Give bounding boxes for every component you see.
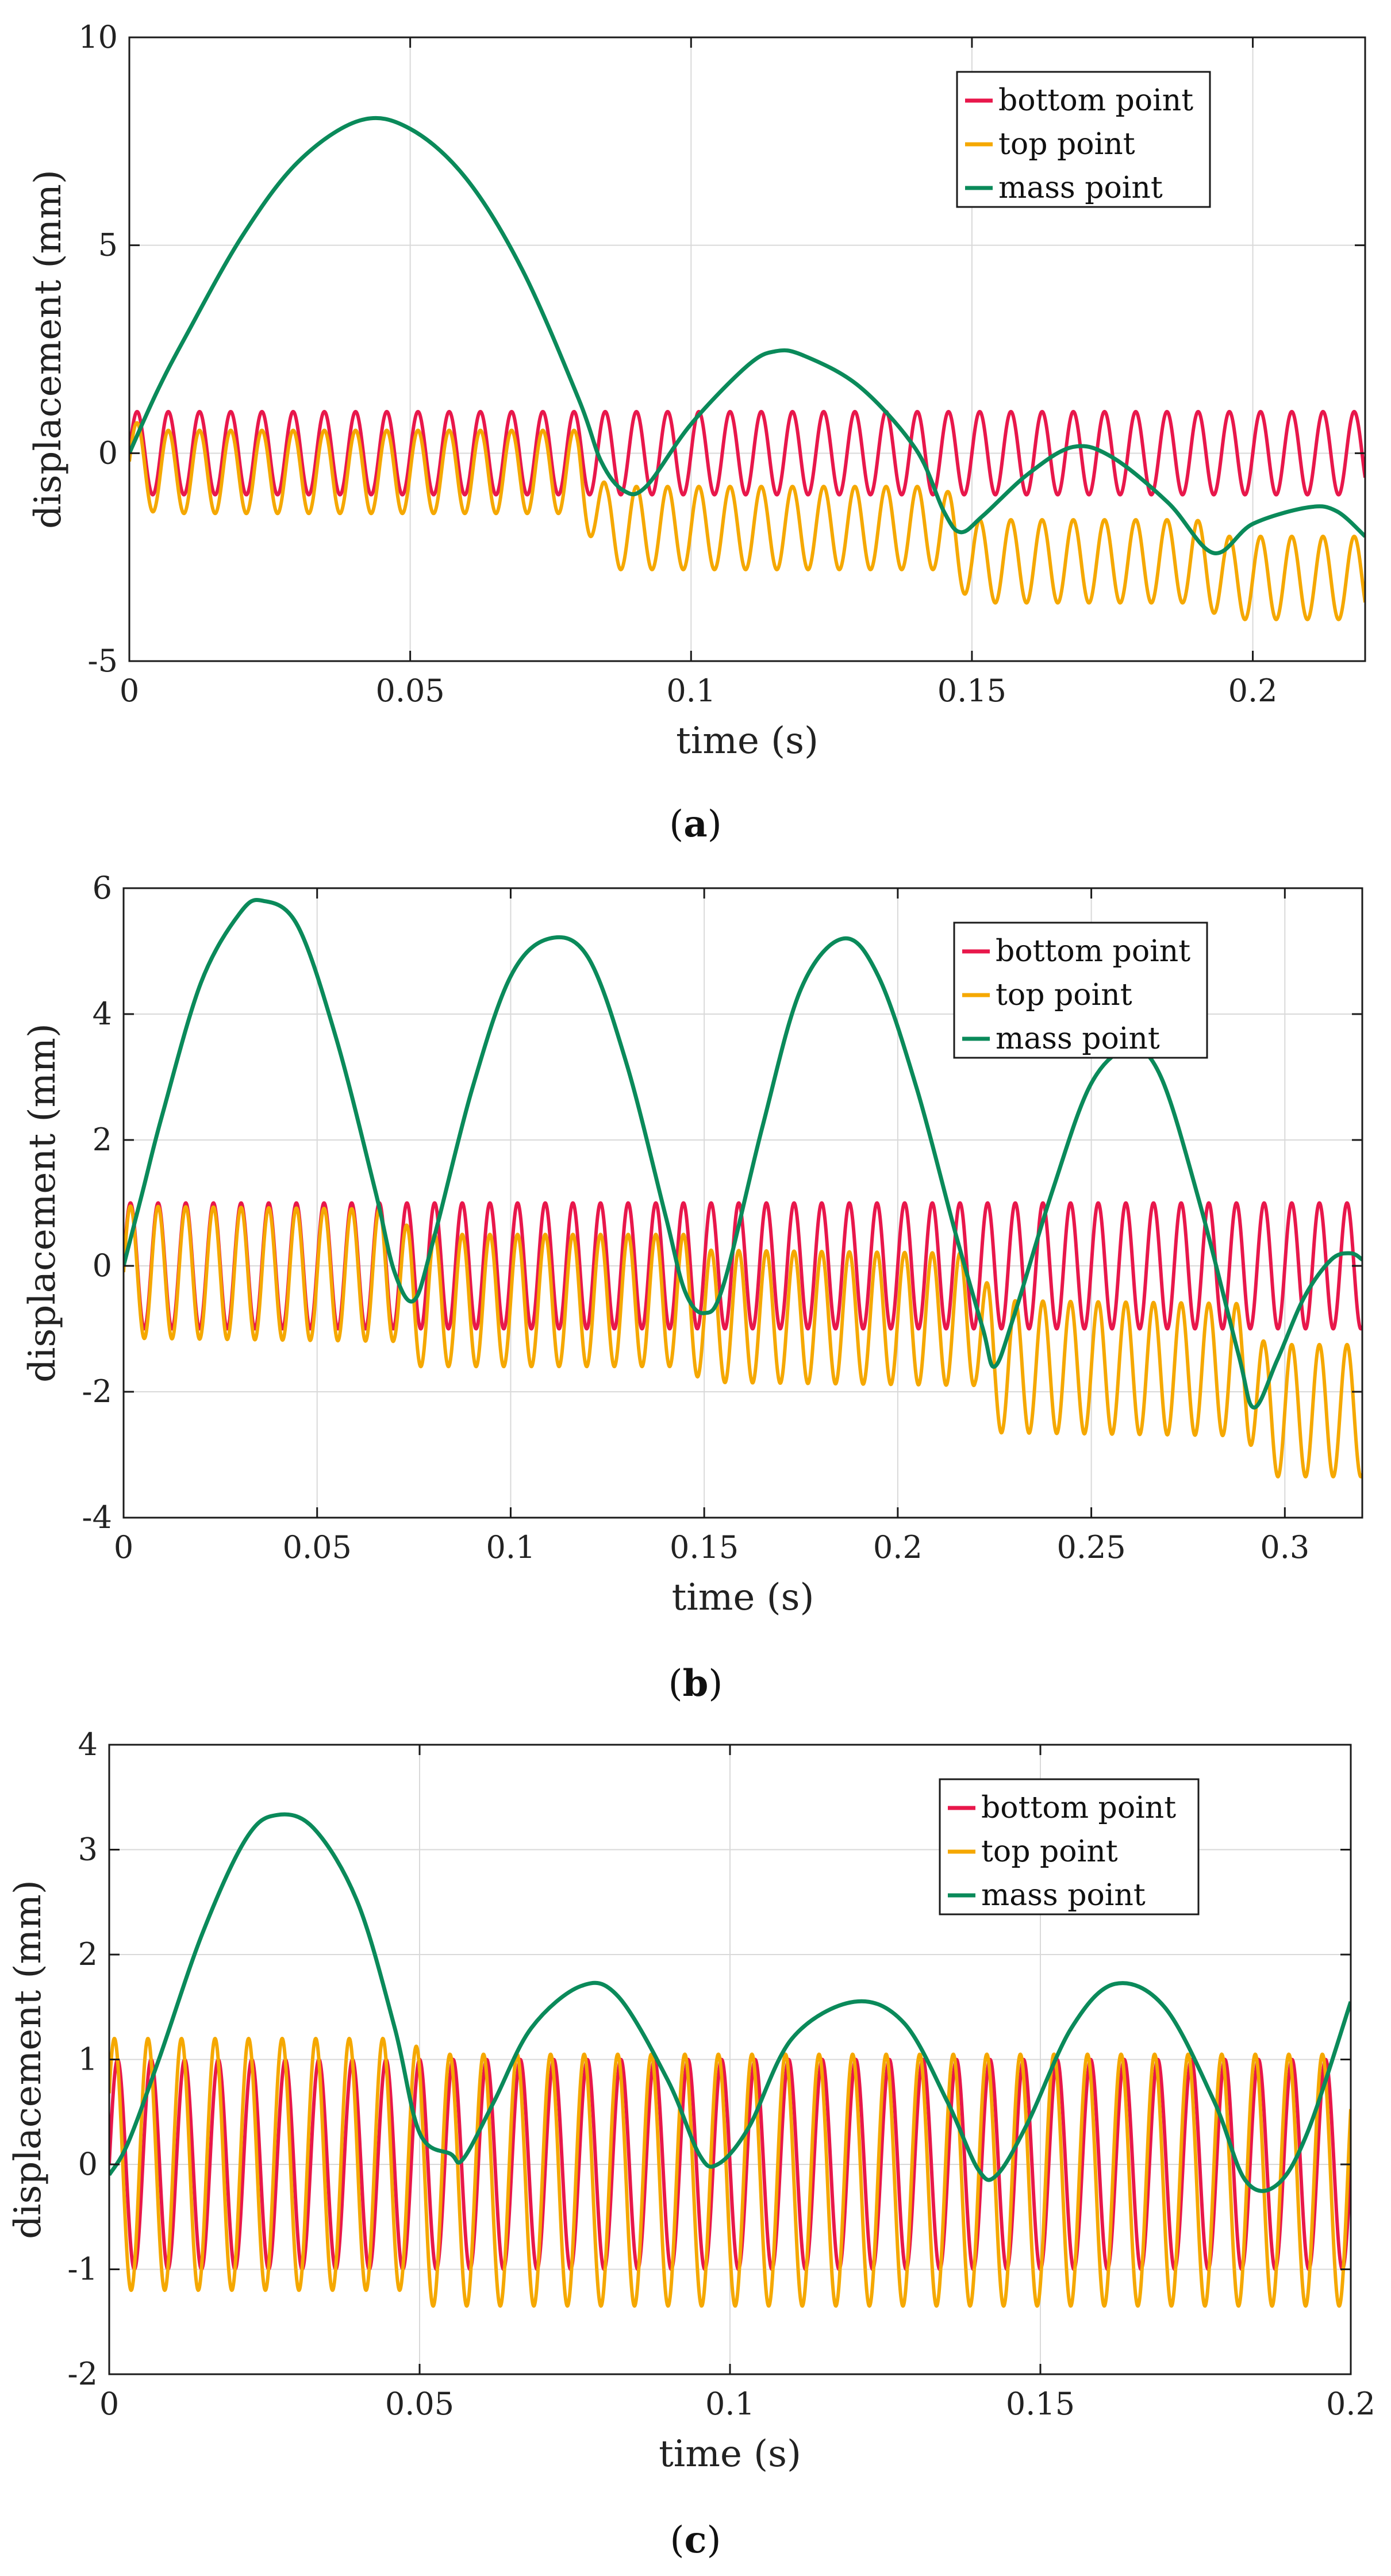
legend: bottom point top point mass point: [939, 1778, 1200, 1915]
series-line-top: [129, 421, 1365, 621]
y-axis-label: displacement (mm): [7, 1880, 49, 2239]
caption-letter: b: [683, 1662, 709, 1705]
y-axis-label: displacement (mm): [27, 170, 70, 529]
x-tick-label: 0.1: [666, 673, 716, 709]
caption-close: ): [706, 2519, 721, 2562]
panel-caption: (b): [668, 1662, 723, 1705]
legend-box: [953, 922, 1208, 1059]
y-tick-label: 2: [78, 1936, 98, 1972]
legend-label: mass point: [996, 1022, 1160, 1056]
caption-open: (: [669, 803, 683, 846]
y-tick-label: 0: [93, 1247, 112, 1284]
x-tick-label: 0.05: [385, 2386, 454, 2422]
y-tick-label: 0: [78, 2146, 98, 2182]
legend-label: top point: [998, 127, 1135, 162]
x-tick-label: 0.2: [1228, 673, 1278, 709]
series-line-bottom: [129, 410, 1365, 497]
y-tick-label: 5: [98, 227, 118, 263]
series-line-mass: [109, 1812, 1351, 2193]
y-tick-label: -1: [67, 2251, 98, 2287]
x-tick-label: 0: [120, 673, 139, 709]
chart-panel-c: 0 0.05 0.1 0.15 0.2 -2 -1 0 1 2 3 4 time (s) displace…: [7, 1726, 1375, 2562]
series-line-mass: [124, 897, 1362, 1410]
y-axis-label: displacement (mm): [21, 1023, 64, 1383]
y-tick-label: 4: [78, 1726, 98, 1763]
caption-open: (: [668, 1663, 683, 1705]
legend-label: mass point: [981, 1878, 1146, 1913]
legend-label: top point: [996, 978, 1132, 1012]
x-tick-label: 0: [99, 2386, 119, 2422]
x-tick-label: 0.1: [705, 2386, 755, 2422]
y-tick-label: 0: [98, 435, 118, 471]
series-line-top: [109, 2037, 1351, 2308]
legend-label: bottom point: [998, 83, 1193, 118]
x-axis-label: time (s): [676, 720, 819, 762]
x-tick-label: 0.1: [486, 1529, 535, 1565]
panel-caption: (c): [670, 2519, 721, 2562]
x-tick-label: 0.15: [937, 673, 1006, 709]
series-group: [109, 1812, 1351, 2308]
y-tick-label: -2: [67, 2356, 98, 2392]
y-tick-label: 6: [93, 870, 112, 906]
series-line-mass: [129, 116, 1365, 555]
x-tick-label: 0.2: [873, 1529, 923, 1565]
x-axis-label: time (s): [659, 2433, 801, 2475]
x-tick-label: 0.15: [670, 1529, 739, 1565]
caption-open: (: [670, 2519, 685, 2562]
x-tick-label: 0.3: [1260, 1529, 1309, 1565]
series-line-top: [124, 1204, 1362, 1479]
caption-close: ): [708, 803, 722, 846]
series-group: [129, 116, 1365, 621]
x-tick-label: 0.05: [283, 1529, 352, 1565]
x-axis-label: time (s): [672, 1576, 814, 1619]
axes-box: [122, 887, 1363, 1519]
legend-label: bottom point: [996, 934, 1190, 969]
legend-label: top point: [981, 1834, 1118, 1869]
legend-box: [956, 71, 1211, 208]
y-tick-label: 10: [78, 19, 118, 55]
x-tick-label: 0.15: [1006, 2386, 1075, 2422]
caption-letter: c: [685, 2519, 707, 2562]
x-tick-label: 0.25: [1056, 1529, 1125, 1565]
y-tick-label: -4: [82, 1499, 112, 1535]
y-tick-label: 2: [93, 1122, 112, 1158]
legend-label: bottom point: [981, 1791, 1176, 1825]
legend-label: mass point: [998, 171, 1163, 205]
caption-letter: a: [683, 803, 707, 846]
x-tick-label: 0.05: [376, 673, 445, 709]
y-tick-label: 4: [93, 996, 112, 1032]
y-tick-label: 3: [78, 1832, 98, 1868]
panel-caption: (a): [669, 803, 721, 846]
y-tick-label: 1: [78, 2041, 98, 2078]
series-group: [124, 897, 1362, 1479]
y-tick-label: -2: [82, 1373, 112, 1410]
x-tick-label: 0.2: [1326, 2386, 1375, 2422]
axes-box: [128, 36, 1366, 662]
legend: bottom point top point mass point: [953, 922, 1208, 1059]
legend-box: [939, 1778, 1200, 1915]
legend: bottom point top point mass point: [956, 71, 1211, 208]
caption-close: ): [708, 1663, 723, 1705]
x-tick-label: 0: [114, 1529, 133, 1565]
chart-panel-b: 0 0.05 0.1 0.15 0.2 0.25 0.3 -4 -2 0 2 4 6 time (s) di…: [21, 870, 1363, 1705]
y-tick-label: -5: [87, 643, 118, 679]
